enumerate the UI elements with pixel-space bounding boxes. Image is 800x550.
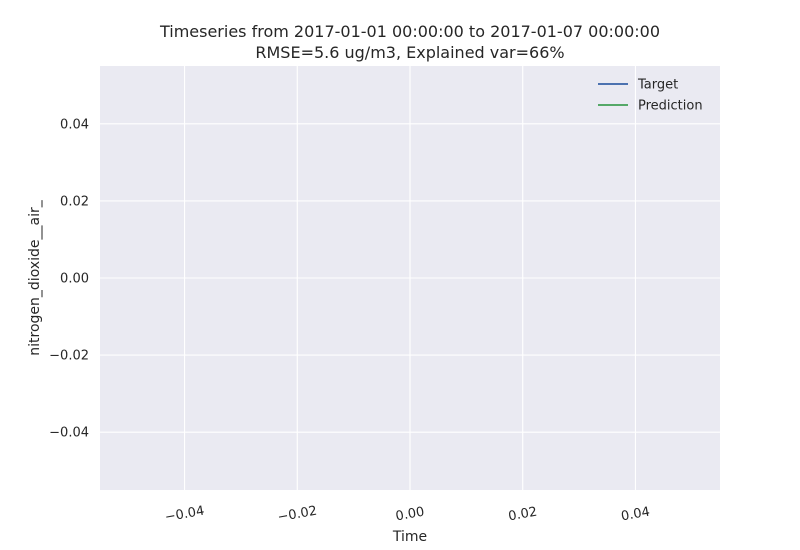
x-tick-label: −0.04 [164, 504, 206, 526]
chart-title-line-2: RMSE=5.6 ug/m3, Explained var=66% [255, 43, 564, 62]
grid [100, 66, 720, 490]
legend-label: Target [637, 78, 678, 93]
x-tick-label: 0.04 [620, 505, 651, 525]
x-tick-label: 0.00 [395, 505, 426, 525]
y-tick-label: 0.00 [60, 272, 89, 287]
y-tick-label: 0.02 [60, 194, 89, 209]
x-tick-label: −0.02 [276, 504, 318, 526]
tick-labels: −0.04 −0.02 0.00 0.02 0.04 0.04 0.02 0.00 −0.02 −… [49, 117, 651, 525]
x-axis-label: Time [392, 529, 427, 545]
y-tick-label: −0.04 [49, 426, 89, 441]
legend: Target Prediction [598, 78, 703, 114]
y-tick-label: −0.02 [49, 349, 89, 364]
x-tick-label: 0.02 [507, 505, 538, 525]
y-axis-label: nitrogen_dioxide__air_ [27, 199, 43, 355]
legend-label: Prediction [638, 99, 703, 114]
chart-title-line-1: Timeseries from 2017-01-01 00:00:00 to 2… [159, 22, 660, 41]
y-tick-label: 0.04 [60, 117, 89, 132]
